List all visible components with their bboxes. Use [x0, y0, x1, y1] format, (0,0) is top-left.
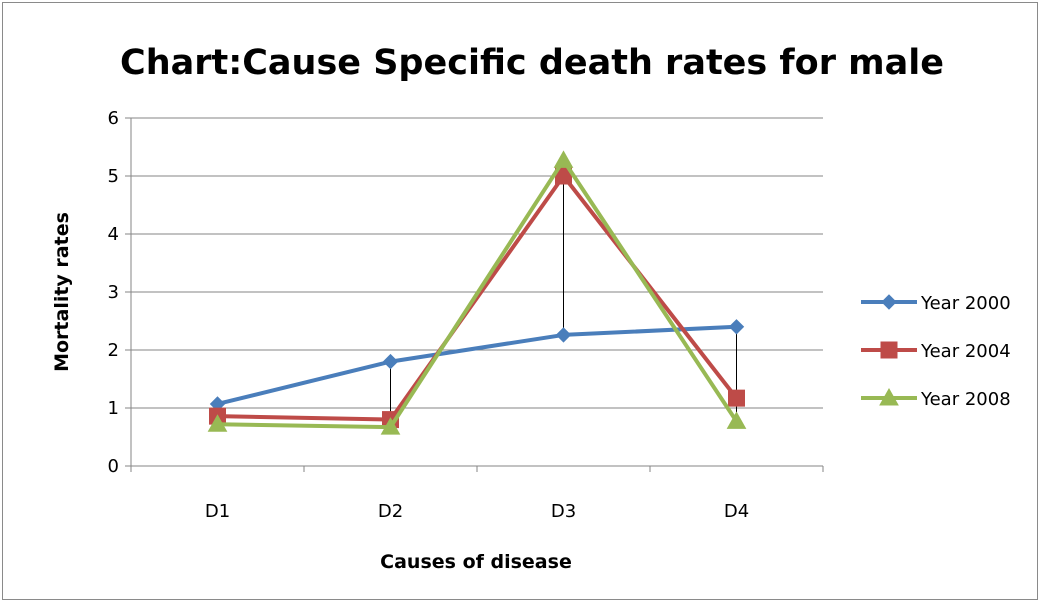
- x-tick-label: D2: [378, 501, 403, 522]
- data-point: [207, 414, 228, 432]
- legend-label: Year 2008: [920, 389, 1011, 410]
- legend-marker: [881, 294, 897, 310]
- legend-marker: [880, 341, 898, 359]
- data-point: [555, 327, 572, 343]
- series-1: [209, 167, 745, 429]
- x-tick-label: D3: [551, 501, 576, 522]
- y-tick-label: 6: [108, 108, 119, 129]
- data-point: [728, 389, 745, 407]
- legend-item: Year 2004: [861, 341, 1011, 362]
- chart-title: Chart:Cause Specific death rates for mal…: [120, 43, 944, 83]
- legend: Year 2000 Year 2004 Year 2008: [861, 293, 1011, 410]
- y-axis-title: Mortality rates: [51, 212, 73, 372]
- x-axis-title: Causes of disease: [380, 551, 572, 573]
- series-group: [207, 150, 747, 435]
- legend-label: Year 2000: [920, 293, 1011, 314]
- data-point: [553, 150, 574, 168]
- data-point: [726, 411, 747, 429]
- y-tick-label: 5: [108, 166, 119, 187]
- legend-item: Year 2000: [861, 293, 1011, 314]
- y-tick-label: 0: [108, 456, 119, 477]
- y-tick-label: 2: [108, 340, 119, 361]
- data-point: [380, 417, 401, 435]
- series-line: [217, 324, 737, 406]
- y-axis-ticks: 0 1 2 3 4 5 6: [108, 108, 119, 477]
- data-point: [382, 353, 399, 370]
- gridlines: [125, 117, 823, 467]
- x-tick-label: D1: [205, 501, 230, 522]
- x-tick-label: D4: [724, 501, 749, 522]
- series-line: [217, 158, 739, 430]
- y-tick-label: 3: [108, 282, 119, 303]
- y-tick-label: 4: [108, 224, 119, 245]
- series-0: [209, 319, 745, 412]
- legend-marker: [879, 387, 899, 406]
- y-tick-label: 1: [108, 398, 119, 419]
- legend-label: Year 2004: [920, 341, 1011, 362]
- x-axis-ticks: D1 D2 D3 D4: [130, 466, 824, 522]
- legend-item: Year 2008: [861, 387, 1011, 410]
- series-line: [217, 174, 739, 422]
- series-2: [207, 150, 747, 435]
- data-point: [728, 319, 745, 335]
